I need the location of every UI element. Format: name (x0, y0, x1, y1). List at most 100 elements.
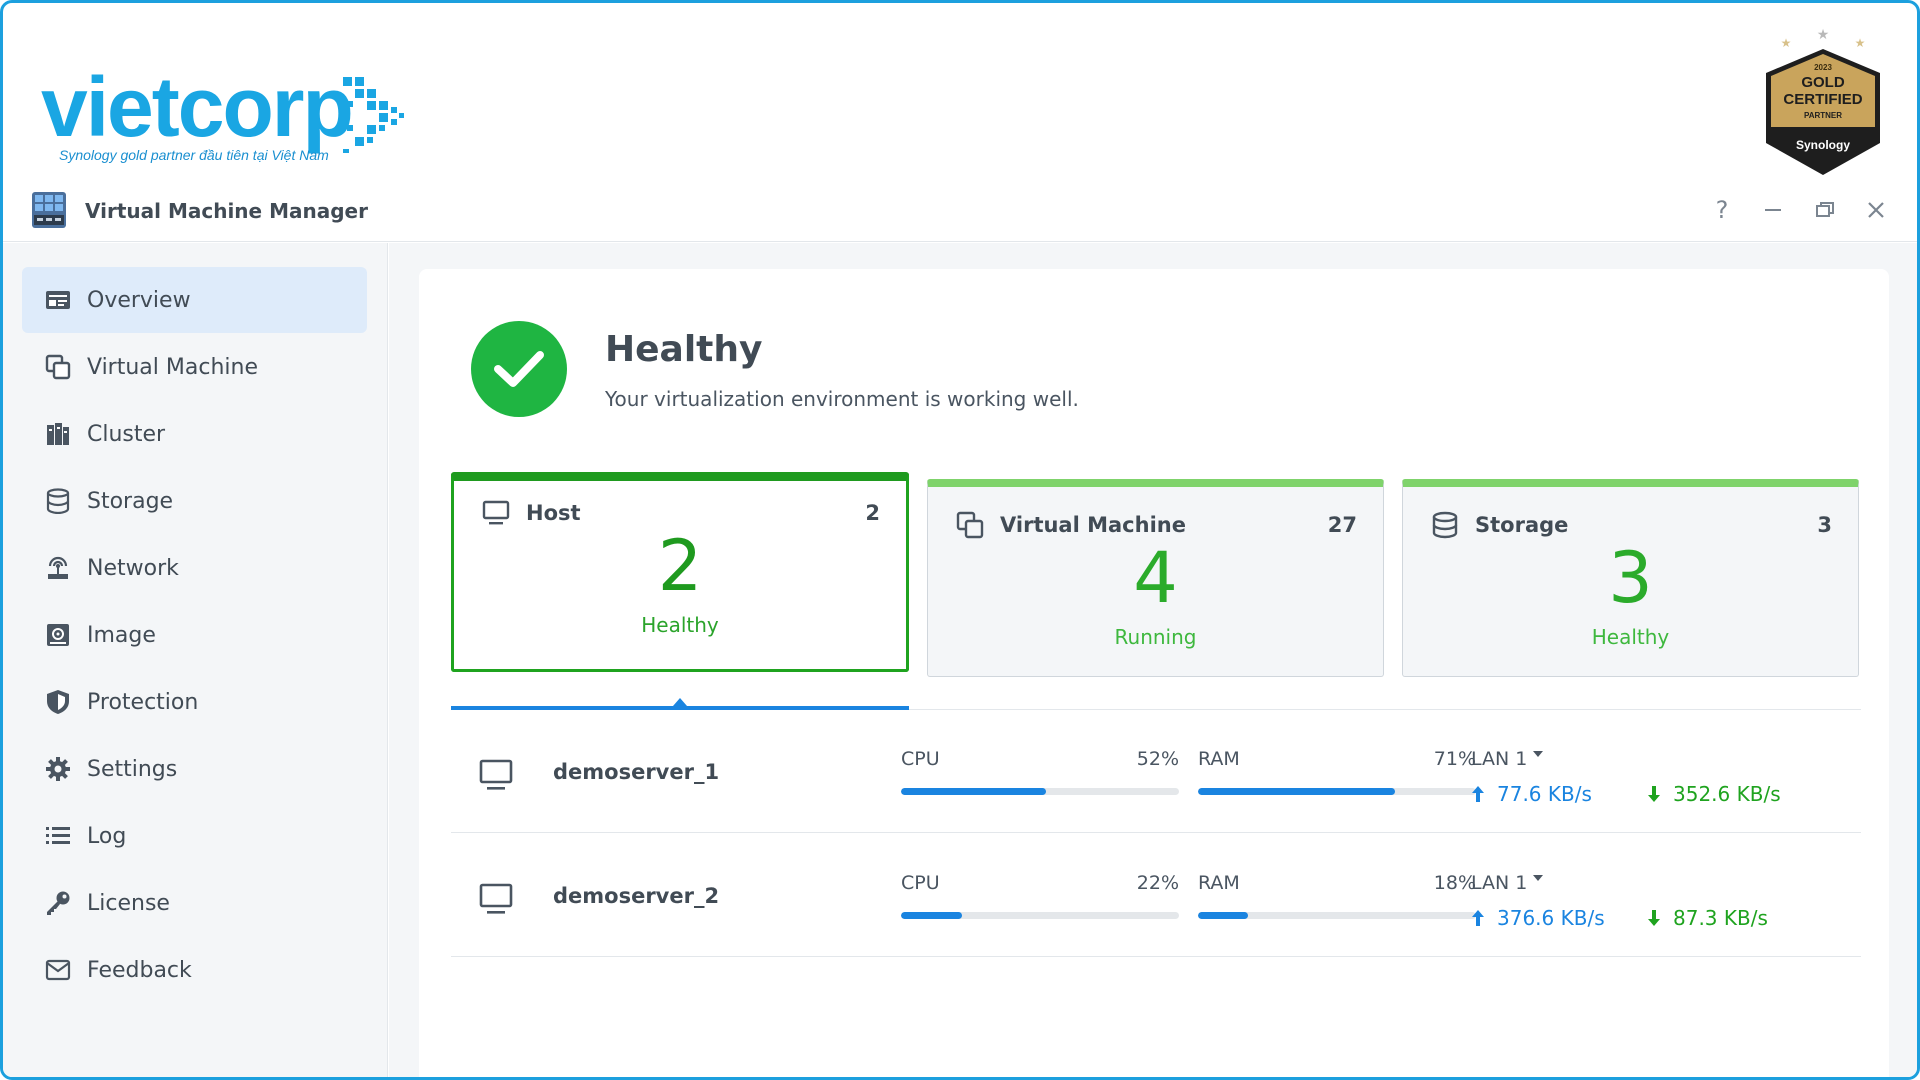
sidebar-item-protection[interactable]: Protection (22, 669, 367, 735)
tab-divider (451, 709, 1861, 710)
vmm-app-icon (32, 192, 66, 228)
lan-dropdown[interactable]: LAN 1 (1471, 872, 1544, 894)
sidebar-item-storage[interactable]: Storage (22, 468, 367, 534)
cpu-usage-fill (901, 788, 1046, 795)
gold-certified-partner-badge: ★ ★ ★ 2023 GOLD CERTIFIED PARTNER Synolo… (1766, 27, 1880, 175)
sidebar-item-label: Network (87, 555, 179, 581)
sidebar-item-settings[interactable]: Settings (22, 736, 367, 802)
host-name: demoserver_2 (553, 884, 720, 908)
host-row[interactable]: demoserver_1 CPU 52% RAM 71% LAN 1 77.6 … (451, 710, 1861, 833)
sidebar-item-label: Feedback (87, 957, 192, 983)
storage-icon (1432, 511, 1458, 539)
key-icon (44, 889, 72, 917)
virtual-machine-card[interactable]: Virtual Machine 27 4 Running (927, 479, 1384, 677)
close-icon (1868, 202, 1884, 218)
sidebar-item-log[interactable]: Log (22, 803, 367, 869)
lan-label: LAN 1 (1471, 872, 1528, 894)
virtual-machine-icon (44, 353, 72, 381)
svg-text:★: ★ (1781, 36, 1792, 50)
cpu-label: CPU (901, 748, 940, 770)
lan-dropdown[interactable]: LAN 1 (1471, 748, 1544, 770)
help-button[interactable]: ? (1715, 196, 1729, 224)
restore-icon (1816, 202, 1834, 217)
chevron-down-icon (1533, 751, 1544, 757)
main-content: Healthy Your virtualization environment … (389, 243, 1917, 1077)
sidebar: Overview Virtual Machine Cluster Storage… (3, 243, 388, 1077)
status-subtitle: Your virtualization environment is worki… (605, 387, 1079, 411)
restore-button[interactable] (1808, 193, 1842, 227)
card-big-number: 4 (1133, 537, 1178, 619)
card-count: 27 (1327, 513, 1357, 537)
ram-percent: 18% (1433, 872, 1476, 894)
download-rate: 87.3 KB/s (1647, 906, 1768, 930)
mail-icon (44, 956, 72, 984)
sidebar-item-label: Overview (87, 287, 191, 313)
upload-value: 376.6 KB/s (1497, 906, 1605, 930)
sidebar-item-license[interactable]: License (22, 870, 367, 936)
card-label: Virtual Machine (1000, 513, 1186, 537)
image-icon (44, 621, 72, 649)
arrow-up-icon (1472, 786, 1484, 802)
monitor-icon (479, 759, 513, 790)
sidebar-item-feedback[interactable]: Feedback (22, 937, 367, 1003)
brand-tagline: Synology gold partner đầu tiên tại Việt … (59, 147, 329, 163)
host-row[interactable]: demoserver_2 CPU 22% RAM 18% LAN 1 376.6… (451, 834, 1861, 957)
download-value: 352.6 KB/s (1673, 782, 1781, 806)
svg-text:GOLD: GOLD (1801, 74, 1844, 91)
card-big-number: 3 (1608, 537, 1653, 619)
sidebar-item-cluster[interactable]: Cluster (22, 401, 367, 467)
status-title: Healthy (605, 329, 763, 370)
ram-label: RAM (1198, 872, 1240, 894)
sidebar-item-label: Storage (87, 488, 174, 514)
overview-icon (44, 286, 72, 314)
upload-rate: 376.6 KB/s (1471, 906, 1605, 930)
svg-text:CERTIFIED: CERTIFIED (1783, 91, 1862, 108)
chevron-down-icon (1533, 875, 1544, 881)
cpu-percent: 52% (1136, 748, 1179, 770)
cpu-usage-fill (901, 912, 963, 919)
ram-usage-fill (1198, 788, 1396, 795)
cpu-label: CPU (901, 872, 940, 894)
card-state: Healthy (641, 613, 719, 637)
upload-value: 77.6 KB/s (1497, 782, 1592, 806)
sidebar-item-label: Settings (87, 756, 178, 782)
sidebar-item-overview[interactable]: Overview (22, 267, 367, 333)
sidebar-item-network[interactable]: Network (22, 535, 367, 601)
arrow-up-icon (1472, 910, 1484, 926)
svg-text:PARTNER: PARTNER (1804, 111, 1842, 120)
arrow-down-icon (1648, 786, 1660, 802)
svg-text:2023: 2023 (1814, 63, 1832, 72)
sidebar-item-label: Virtual Machine (87, 354, 258, 380)
sidebar-item-label: Log (87, 823, 127, 849)
active-tab-indicator (451, 706, 909, 710)
tab-caret-icon (673, 698, 687, 706)
list-icon (44, 822, 72, 850)
card-count: 3 (1817, 513, 1832, 537)
svg-text:★: ★ (1817, 27, 1830, 43)
sidebar-item-label: Protection (87, 689, 199, 715)
storage-icon (44, 487, 72, 515)
monitor-icon (479, 883, 513, 914)
download-rate: 352.6 KB/s (1647, 782, 1781, 806)
storage-card[interactable]: Storage 3 3 Healthy (1402, 479, 1859, 677)
card-state: Healthy (1591, 625, 1670, 649)
minimize-button[interactable] (1756, 193, 1790, 227)
svg-text:★: ★ (1855, 36, 1866, 50)
cpu-usage-bar (901, 788, 1179, 795)
sidebar-item-label: Cluster (87, 421, 166, 447)
sidebar-item-image[interactable]: Image (22, 602, 367, 668)
ram-percent: 71% (1433, 748, 1476, 770)
window-titlebar: Virtual Machine Manager ? (3, 185, 1917, 242)
ram-label: RAM (1198, 748, 1240, 770)
cpu-percent: 22% (1136, 872, 1179, 894)
app-title: Virtual Machine Manager (85, 199, 368, 223)
logo-arrows-icon (343, 77, 404, 153)
download-value: 87.3 KB/s (1673, 906, 1768, 930)
minimize-icon (1765, 209, 1781, 211)
host-card[interactable]: Host 2 2 Healthy (451, 472, 909, 672)
sidebar-item-virtual-machine[interactable]: Virtual Machine (22, 334, 367, 400)
card-label: Storage (1475, 513, 1569, 537)
ram-usage-bar (1198, 788, 1476, 795)
close-button[interactable] (1859, 193, 1893, 227)
